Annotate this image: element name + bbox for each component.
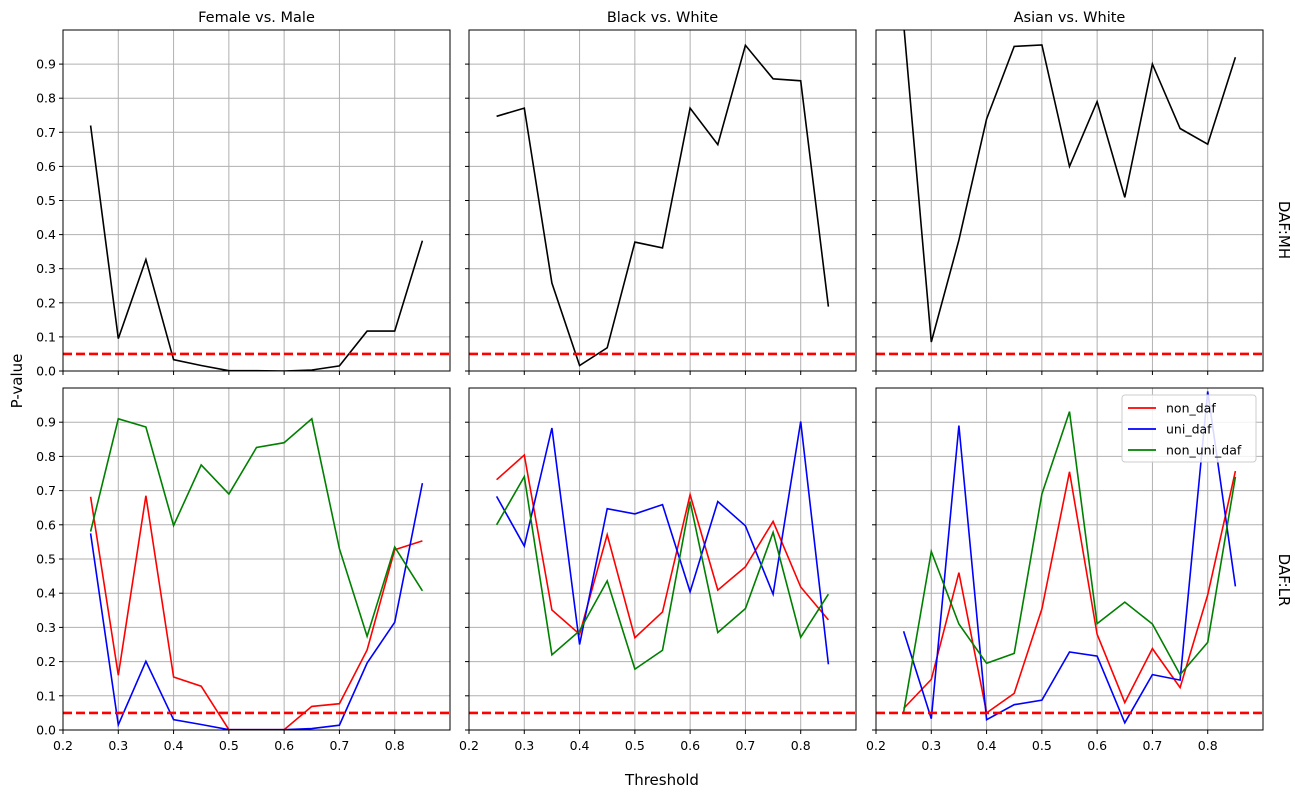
y-tick-label: 0.5 [36,193,56,208]
series-line-MH [496,43,830,367]
y-tick-label: 0.9 [36,415,56,430]
x-tick-label: 0.7 [735,738,755,753]
y-tick-label: 0.2 [36,295,56,310]
x-tick-label: 0.2 [53,738,73,753]
y-tick-label: 0.9 [36,57,56,72]
y-tick-label: 0.1 [36,688,56,703]
row-label-mh: DAF:MH [1275,201,1293,259]
y-tick-label: 0.7 [36,125,56,140]
y-tick-label: 0.0 [36,723,56,738]
panel-lr-2: 0.2 0.3 0.4 0.5 0.6 0.7 0.8 [866,387,1264,753]
row-label-lr: DAF:LR [1275,554,1293,607]
y-tick-label: 0.4 [36,227,56,242]
series-line-non_uni_daf [89,417,424,639]
legend-label-non_uni_daf: non_uni_daf [1166,443,1242,458]
x-axis-label: Threshold [624,771,699,789]
panel-title: Asian vs. White [1014,10,1126,26]
y-tick-label: 0.1 [36,329,56,344]
x-tick-label: 0.4 [977,738,997,753]
panel-mh-2: Asian vs. White [872,10,1264,375]
x-tick-label: 0.2 [459,738,479,753]
x-tick-label: 0.6 [274,738,294,753]
y-tick-label: 0.6 [36,517,56,532]
y-tick-label: 0.2 [36,654,56,669]
x-tick-label: 0.8 [791,738,811,753]
x-tick-label: 0.6 [680,738,700,753]
panel-mh-1: Black vs. White [465,10,857,375]
y-tick-label: 0.5 [36,552,56,567]
x-tick-label: 0.5 [1032,738,1052,753]
panel-lr-0: 0.0 0.1 0.2 0.3 0.4 0.5 0.6 0.7 0.8 0.9 0.2 0.3 0.4 0… [36,387,451,753]
y-tick-label: 0.3 [36,261,56,276]
x-tick-label: 0.7 [329,738,349,753]
x-tick-label: 0.4 [164,738,184,753]
x-tick-label: 0.3 [514,738,534,753]
y-tick-label: 0.7 [36,483,56,498]
x-tick-label: 0.7 [1142,738,1162,753]
series-line-MH [89,125,424,371]
x-tick-label: 0.8 [1198,738,1218,753]
legend-label-uni_daf: uni_daf [1166,422,1212,437]
y-axis-label: P-value [8,354,26,409]
panel-title: Female vs. Male [198,10,315,26]
x-tick-label: 0.8 [385,738,405,753]
series-line-uni_daf [902,391,1237,725]
series-line-non_daf [903,470,1237,715]
y-tick-label: 0.8 [36,449,56,464]
panels: 0.0 0.1 0.2 0.3 0.4 0.5 0.6 0.7 0.8 0.9 Female vs.… [36,10,1264,753]
legend-box [1121,394,1257,463]
panel-title: Black vs. White [607,10,718,26]
series-line-non_uni_daf [495,474,830,671]
panel-mh-0: 0.0 0.1 0.2 0.3 0.4 0.5 0.6 0.7 0.8 0.9 Female vs.… [36,10,451,379]
y-tick-label: 0.8 [36,91,56,106]
series-line-uni_daf [89,482,424,730]
y-tick-label: 0.0 [36,364,56,379]
y-tick-label: 0.4 [36,586,56,601]
x-tick-label: 0.5 [625,738,645,753]
x-tick-label: 0.6 [1087,738,1107,753]
y-tick-label: 0.3 [36,620,56,635]
x-tick-label: 0.3 [921,738,941,753]
series-line-non_daf [89,495,423,730]
x-tick-label: 0.2 [866,738,886,753]
y-tick-label: 0.6 [36,159,56,174]
series-line-MH [903,30,1237,343]
panel-lr-1: 0.2 0.3 0.4 0.5 0.6 0.7 0.8 [459,387,857,753]
x-tick-label: 0.4 [570,738,590,753]
x-tick-label: 0.3 [108,738,128,753]
series-line-non_daf [496,453,830,640]
legend-label-non_daf: non_daf [1166,401,1216,416]
series-line-non_uni_daf [902,411,1237,713]
x-tick-label: 0.5 [219,738,239,753]
series-line-uni_daf [495,421,830,665]
legend: non_daf uni_daf non_uni_daf [1121,394,1257,463]
